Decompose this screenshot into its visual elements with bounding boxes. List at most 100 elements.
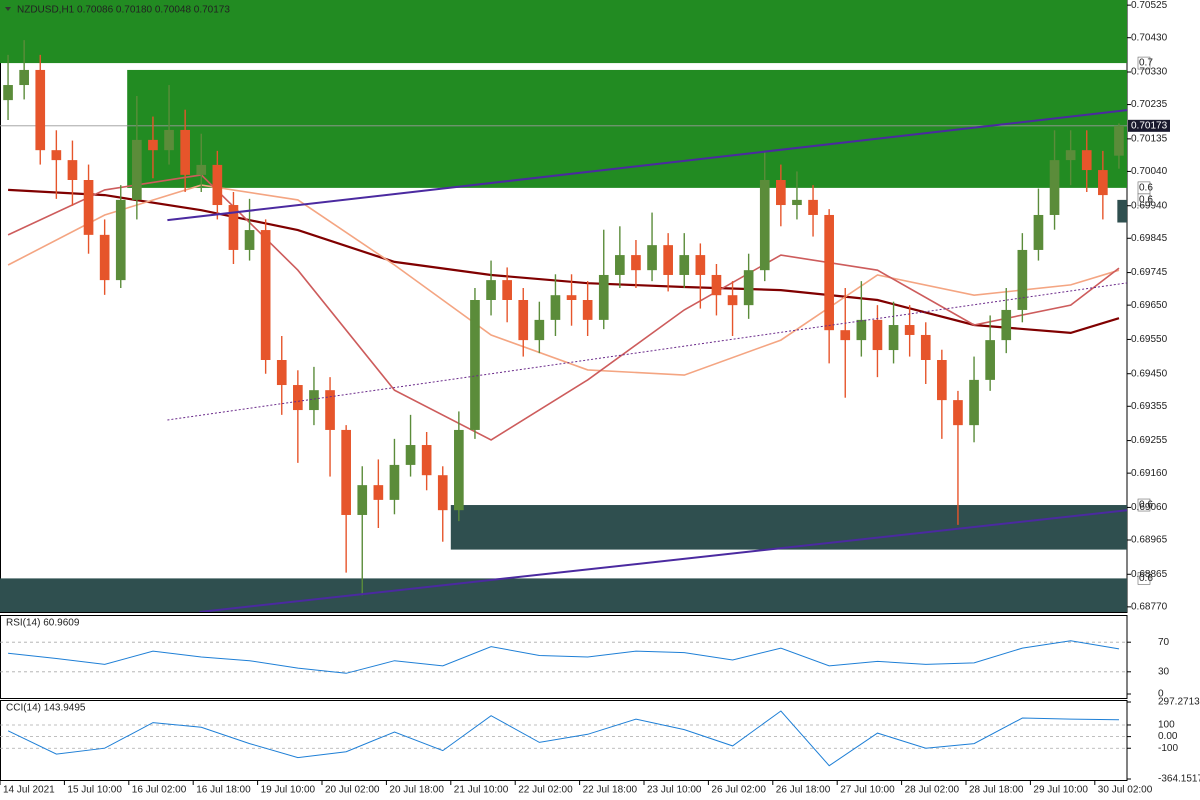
candle-body [759, 180, 770, 271]
x-tick-label: 29 Jul 10:00 [1033, 785, 1088, 796]
indicator-line [7, 710, 1120, 767]
zone-label: 0.6 [1139, 573, 1153, 584]
y-tick-label: 0.70235 [1131, 99, 1168, 110]
zone-label-box [1137, 193, 1151, 207]
candle-body [196, 164, 207, 175]
candle-body [727, 295, 738, 306]
y-tick-label: 0.69355 [1131, 401, 1168, 412]
y-tick-label: 0.68965 [1131, 535, 1168, 546]
candle-body [35, 69, 46, 151]
zone-label: 0.7 [1139, 58, 1153, 69]
candle-body [1017, 249, 1028, 310]
zone-label: 0.6 [1139, 500, 1153, 511]
x-tick-label: 20 Jul 18:00 [389, 785, 444, 796]
y-tick-label: 30 [1158, 666, 1170, 677]
candle-body [115, 199, 126, 281]
chart-title: NZDUSD,H1 0.70086 0.70180 0.70048 0.7017… [17, 5, 230, 16]
candle-body [3, 85, 13, 101]
x-tick-label: 28 Jul 18:00 [969, 785, 1024, 796]
y-tick-label: 0.68770 [1131, 601, 1168, 612]
pane-0 [0, 0, 1127, 612]
candle-body [615, 255, 625, 275]
candle-body [840, 330, 851, 341]
trend-line [167, 109, 1127, 222]
candle-body [180, 129, 190, 175]
candle-body [985, 340, 995, 380]
candle-body [1098, 170, 1108, 196]
candle-body [244, 230, 255, 250]
x-tick-label: 16 Jul 02:00 [132, 785, 187, 796]
zone [1117, 199, 1127, 223]
x-tick-label: 15 Jul 10:00 [67, 785, 122, 796]
candle-body [872, 319, 883, 351]
y-tick-label: 0.69450 [1131, 368, 1168, 379]
candle-body [550, 295, 561, 320]
y-tick-label: 0.00 [1158, 731, 1178, 742]
candle-body [1065, 150, 1076, 161]
pane-2 [0, 710, 1127, 767]
candle-body [357, 485, 368, 515]
candle-body [1033, 214, 1044, 250]
zone [0, 578, 1127, 612]
candle-body [953, 400, 963, 426]
candle-body [888, 325, 899, 351]
y-tick-label: 0.68865 [1131, 569, 1168, 580]
x-tick-label: 27 Jul 10:00 [840, 785, 895, 796]
candle-body [502, 280, 512, 300]
y-tick-label: -100 [1158, 743, 1178, 754]
candle-body [228, 205, 239, 250]
zone [0, 0, 1127, 64]
indicator-line [8, 640, 1120, 674]
candle-body [776, 180, 786, 206]
zone [127, 69, 1127, 188]
candle-body [937, 360, 947, 401]
candle-body [421, 445, 432, 476]
x-tick-label: 23 Jul 10:00 [647, 785, 702, 796]
y-tick-label: 0.69745 [1131, 267, 1168, 278]
candle-body [132, 139, 142, 200]
candle-body [582, 300, 593, 320]
candle-body [470, 300, 480, 430]
y-tick-label: 0.69650 [1131, 300, 1168, 311]
y-tick-label: 0.69060 [1131, 502, 1168, 513]
menu-triangle [5, 7, 11, 11]
candle-body [598, 274, 609, 320]
candle-body [389, 464, 400, 500]
y-tick-label: 0.70330 [1131, 67, 1168, 78]
candle-body [1001, 309, 1012, 341]
candle-body [679, 255, 690, 275]
y-tick-label: 0.70525 [1131, 0, 1168, 11]
candle-body [518, 300, 529, 341]
candle-body [969, 379, 979, 426]
x-tick-label: 22 Jul 02:00 [518, 785, 573, 796]
candle-body [663, 245, 673, 275]
candle-body [743, 270, 754, 306]
zone-label: 0.6 [1139, 183, 1153, 194]
candle-body [904, 325, 915, 335]
last-price-box [1128, 119, 1170, 132]
cci-pane-frame [0, 700, 1128, 781]
candle-body [83, 180, 94, 235]
y-tick-label: 70 [1158, 637, 1170, 648]
x-tick-label: 30 Jul 02:00 [1098, 785, 1153, 796]
candle-body [373, 485, 384, 500]
zone [450, 505, 1127, 550]
candle-body [711, 274, 722, 296]
x-tick-label: 19 Jul 10:00 [261, 785, 316, 796]
y-tick-label: -364.1517 [1158, 774, 1200, 785]
zone-label-box [1137, 56, 1151, 70]
trend-line [167, 282, 1127, 421]
candle-body [67, 160, 78, 180]
cci-title: CCI(14) 143.9495 [6, 703, 86, 714]
candle-body [695, 255, 706, 275]
candle-body [19, 69, 29, 86]
candle-body [260, 230, 271, 360]
x-tick-label: 20 Jul 02:00 [325, 785, 380, 796]
candle-body [454, 429, 464, 511]
last-price-label: 0.70173 [1131, 120, 1168, 131]
candle-body [808, 199, 818, 215]
rsi-pane-frame [0, 615, 1128, 699]
candle-body [276, 360, 287, 386]
